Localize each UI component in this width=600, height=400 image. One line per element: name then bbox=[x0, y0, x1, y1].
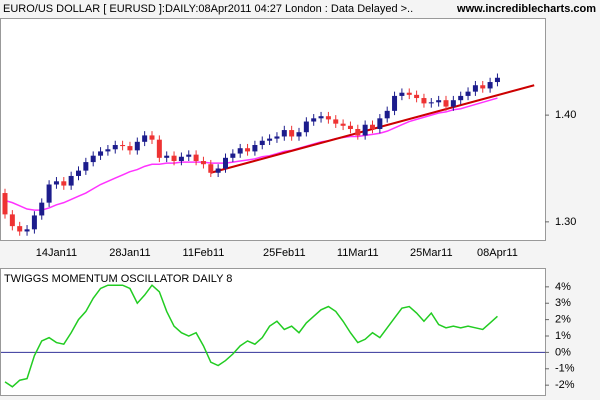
candle-body bbox=[480, 85, 486, 89]
candle-body bbox=[414, 94, 420, 99]
oscillator-title: TWIGGS MOMENTUM OSCILLATOR DAILY 8 bbox=[4, 273, 232, 285]
x-tick-label: 11Feb11 bbox=[183, 247, 225, 259]
candle-body bbox=[399, 92, 405, 96]
candle-body bbox=[17, 226, 23, 232]
y-tick-label: 1.30 bbox=[555, 216, 576, 228]
x-tick-label: 25Feb11 bbox=[263, 247, 306, 259]
candle-body bbox=[112, 145, 118, 150]
candle-body bbox=[186, 154, 192, 157]
candle-body bbox=[281, 130, 287, 137]
candle-body bbox=[465, 91, 471, 96]
moving-average bbox=[4, 97, 498, 211]
candle-body bbox=[245, 148, 251, 152]
candle-body bbox=[105, 149, 111, 152]
candle-body bbox=[9, 214, 15, 227]
candle-body bbox=[267, 138, 273, 141]
candle-body bbox=[494, 77, 500, 83]
candle-body bbox=[406, 92, 412, 95]
candle-body bbox=[311, 118, 317, 122]
candle-body bbox=[134, 141, 140, 151]
candle-body bbox=[24, 229, 30, 232]
candle-body bbox=[355, 129, 361, 136]
y-tick-label: 3% bbox=[555, 297, 571, 309]
candle-body bbox=[436, 100, 442, 103]
y-tick-label: 0% bbox=[555, 346, 571, 358]
candle-body bbox=[164, 155, 170, 158]
candle-body bbox=[90, 155, 96, 163]
x-tick-label: 08Apr11 bbox=[477, 247, 518, 259]
candle-body bbox=[120, 145, 126, 147]
candle-body bbox=[377, 118, 383, 129]
candle-body bbox=[46, 184, 52, 203]
y-tick-label: 1% bbox=[555, 330, 571, 342]
candle-body bbox=[458, 95, 464, 101]
y-tick-label: -2% bbox=[555, 379, 575, 391]
price-panel bbox=[0, 18, 546, 241]
candle-body bbox=[428, 102, 434, 104]
candle-body bbox=[149, 135, 155, 140]
y-tick-label: 4% bbox=[555, 281, 571, 293]
candle-body bbox=[83, 162, 89, 171]
x-tick-label: 14Jan11 bbox=[36, 247, 77, 259]
candle-body bbox=[333, 119, 339, 124]
candle-body bbox=[178, 156, 184, 162]
candle-body bbox=[61, 181, 67, 186]
x-tick-label: 28Jan11 bbox=[109, 247, 150, 259]
y-tick-label: 2% bbox=[555, 314, 571, 326]
candle-body bbox=[200, 161, 206, 165]
candle-body bbox=[362, 124, 368, 136]
candle-body bbox=[384, 110, 390, 119]
candle-body bbox=[127, 146, 133, 151]
candle-body bbox=[215, 168, 221, 173]
candle-body bbox=[53, 181, 59, 185]
candle-body bbox=[2, 193, 8, 215]
candle-body bbox=[237, 148, 243, 154]
candle-body bbox=[259, 140, 265, 146]
candle-body bbox=[39, 202, 45, 216]
x-tick-label: 25Mar11 bbox=[410, 247, 453, 259]
candle-body bbox=[156, 139, 162, 158]
x-tick-label: 11Mar11 bbox=[337, 247, 379, 259]
candle-body bbox=[347, 125, 353, 129]
candle-body bbox=[274, 136, 280, 139]
candle-body bbox=[325, 116, 331, 120]
candle-body bbox=[289, 130, 295, 137]
candle-body bbox=[76, 170, 81, 176]
source: www.incrediblecharts.com bbox=[456, 3, 596, 15]
candle-body bbox=[142, 135, 148, 142]
candle-body bbox=[450, 100, 456, 107]
candle-body bbox=[31, 215, 37, 230]
chart-title: EURO/US DOLLAR [ EURUSD ]:DAILY:08Apr201… bbox=[3, 3, 413, 15]
candle-body bbox=[171, 155, 177, 162]
candle-body bbox=[370, 124, 375, 129]
candle-body bbox=[193, 154, 199, 162]
candle-body bbox=[252, 145, 258, 152]
candle-body bbox=[421, 98, 427, 104]
candle-body bbox=[318, 116, 324, 119]
candle-body bbox=[223, 157, 228, 169]
candle-body bbox=[296, 132, 302, 137]
candle-body bbox=[303, 121, 309, 133]
candle-body bbox=[68, 175, 74, 186]
candle-body bbox=[472, 85, 478, 92]
candle-body bbox=[230, 153, 236, 158]
y-tick-label: 1.40 bbox=[555, 109, 576, 121]
y-tick-label: -1% bbox=[555, 363, 575, 375]
candle-body bbox=[487, 82, 493, 89]
candle-body bbox=[208, 164, 214, 173]
candle-body bbox=[340, 123, 346, 126]
candle-body bbox=[392, 95, 398, 111]
candle-body bbox=[443, 100, 449, 107]
oscillator-line bbox=[4, 284, 498, 388]
oscillator-panel bbox=[0, 268, 546, 396]
candle-body bbox=[98, 151, 104, 156]
